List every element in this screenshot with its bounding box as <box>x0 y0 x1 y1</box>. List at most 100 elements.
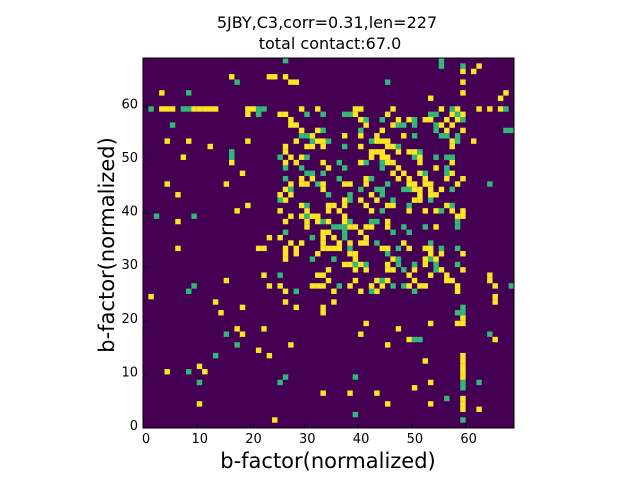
heatmap-cell <box>336 283 342 289</box>
heatmap-cell <box>422 261 429 268</box>
heatmap-cell <box>331 245 337 252</box>
heatmap-cell <box>427 251 434 257</box>
heatmap-cell <box>395 326 402 332</box>
heatmap-cell <box>508 283 515 289</box>
heatmap-cell <box>503 106 509 112</box>
heatmap-cell <box>277 192 283 198</box>
heatmap-cell <box>159 90 165 96</box>
heatmap-cell <box>379 116 386 123</box>
heatmap-cell <box>460 369 466 375</box>
heatmap-cell <box>401 283 407 289</box>
heatmap-cell <box>363 261 369 268</box>
heatmap-cell <box>460 208 466 214</box>
heatmap-cell <box>288 79 294 85</box>
heatmap-cell <box>212 352 219 359</box>
heatmap-cell <box>266 74 273 80</box>
heatmap-cell <box>368 283 375 289</box>
heatmap-cell <box>411 267 418 273</box>
heatmap-cell <box>331 288 337 294</box>
heatmap-cell <box>266 352 273 359</box>
heatmap-cell <box>325 165 332 171</box>
heatmap-cell <box>433 165 439 171</box>
heatmap-cell <box>487 331 493 337</box>
heatmap-cell <box>277 154 283 160</box>
heatmap-cell <box>175 218 181 225</box>
heatmap-cell <box>374 197 380 203</box>
heatmap-cell <box>374 138 380 144</box>
heatmap-cell <box>454 224 461 230</box>
heatmap-cell <box>379 138 386 144</box>
heatmap-cell <box>320 234 326 241</box>
heatmap-cell <box>239 304 246 311</box>
heatmap-cell <box>282 165 289 171</box>
heatmap-cell <box>492 293 498 300</box>
heatmap-cell <box>384 245 391 252</box>
heatmap-cell <box>304 218 310 225</box>
heatmap-cell <box>245 202 251 209</box>
heatmap-cell <box>320 245 326 252</box>
heatmap-cell <box>288 122 294 128</box>
heatmap-cell <box>358 159 364 166</box>
x-tick-label: 30 <box>299 432 316 447</box>
heatmap-cell <box>449 154 455 160</box>
y-axis-label: b-factor(normalized) <box>95 137 119 353</box>
heatmap-cell <box>406 336 412 343</box>
chart-subtitle: total contact:67.0 <box>259 34 402 53</box>
heatmap-cell <box>358 116 364 123</box>
heatmap-cell <box>460 213 466 219</box>
heatmap-cell <box>470 68 477 75</box>
heatmap-cell <box>379 149 386 155</box>
heatmap-cell <box>320 186 326 193</box>
heatmap-cell <box>454 310 461 316</box>
heatmap-cell <box>444 116 450 123</box>
heatmap-cell <box>427 111 434 118</box>
x-tick-label: 20 <box>245 432 262 447</box>
heatmap-cell <box>438 208 445 214</box>
heatmap-cell <box>460 90 466 96</box>
heatmap-cell <box>503 127 509 134</box>
heatmap-cell <box>449 277 455 284</box>
heatmap-cell <box>390 202 396 209</box>
heatmap-cell <box>282 58 289 64</box>
heatmap-cell <box>390 283 396 289</box>
heatmap-cell <box>320 138 326 144</box>
heatmap-cell <box>406 186 412 193</box>
heatmap-cell <box>417 149 423 155</box>
heatmap-cell <box>234 326 240 332</box>
heatmap-cell <box>460 304 466 311</box>
heatmap-cell <box>444 395 450 402</box>
heatmap-cell <box>492 283 498 289</box>
heatmap-cell <box>427 186 434 193</box>
heatmap-cell <box>288 192 294 198</box>
heatmap-cell <box>374 186 380 193</box>
heatmap-cell <box>395 245 402 252</box>
heatmap-cell <box>374 149 380 155</box>
heatmap-cell <box>433 154 439 160</box>
heatmap-cell <box>411 149 418 155</box>
heatmap-plot-area <box>142 57 515 429</box>
heatmap-cell <box>395 116 402 123</box>
heatmap-cell <box>277 111 283 118</box>
heatmap-cell <box>325 138 332 144</box>
heatmap-cell <box>148 106 154 112</box>
heatmap-cell <box>368 192 375 198</box>
heatmap-cell <box>384 159 391 166</box>
heatmap-cell <box>460 127 466 134</box>
heatmap-cell <box>245 111 251 118</box>
heatmap-cell <box>411 181 418 187</box>
heatmap-cell <box>282 374 289 380</box>
heatmap-cell <box>352 277 359 284</box>
y-axis-ticks: 0 10 20 30 40 50 60 <box>121 97 148 434</box>
heatmap-cell <box>438 106 445 112</box>
heatmap-cell <box>282 159 289 166</box>
heatmap-cell <box>401 186 407 193</box>
heatmap-cell <box>395 175 402 182</box>
heatmap-cell <box>277 197 283 203</box>
heatmap-cell <box>282 256 289 262</box>
heatmap-cell <box>449 111 455 118</box>
heatmap-cell <box>325 277 332 284</box>
heatmap-cell <box>341 229 348 235</box>
heatmap-cell <box>282 197 289 203</box>
heatmap-cell <box>460 251 466 257</box>
